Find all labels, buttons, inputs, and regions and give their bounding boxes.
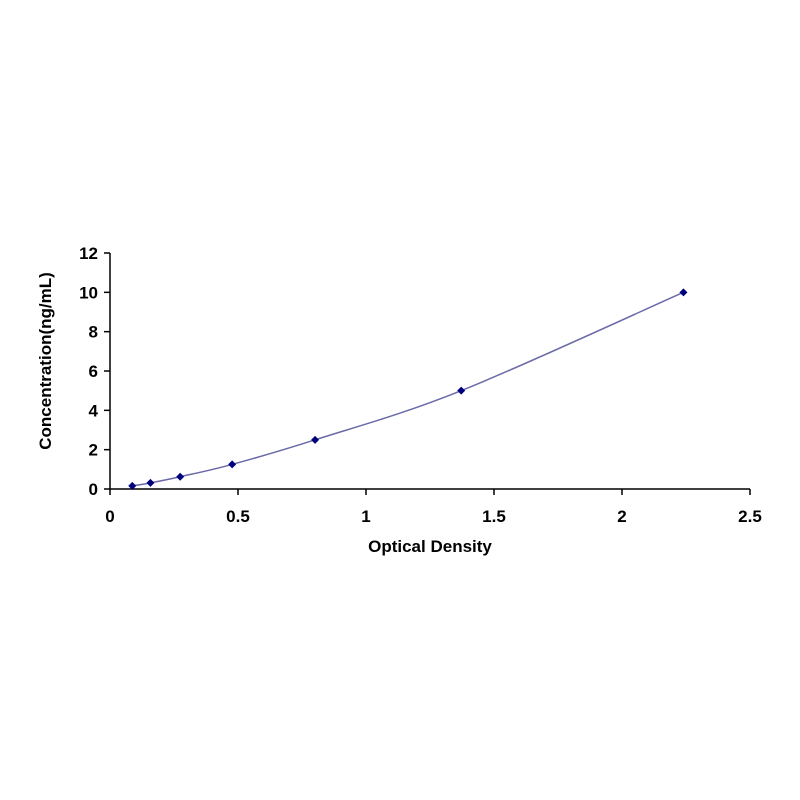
x-ticks: 0 0.5 1 1.5 2 2.5 bbox=[105, 489, 762, 526]
y-tick-label: 6 bbox=[89, 362, 98, 381]
data-point bbox=[146, 478, 155, 487]
data-points bbox=[128, 288, 688, 490]
x-axis-title: Optical Density bbox=[368, 537, 492, 556]
x-tick-label: 1 bbox=[361, 507, 370, 526]
y-tick-label: 8 bbox=[89, 323, 98, 342]
data-point bbox=[457, 386, 466, 395]
y-tick-label: 12 bbox=[79, 244, 98, 263]
x-tick-label: 2.5 bbox=[738, 507, 762, 526]
trendline bbox=[132, 291, 684, 487]
y-tick-label: 4 bbox=[89, 401, 99, 420]
x-tick-label: 0 bbox=[105, 507, 114, 526]
y-tick-label: 10 bbox=[79, 283, 98, 302]
data-point bbox=[311, 435, 320, 444]
data-point bbox=[176, 472, 185, 481]
y-tick-label: 2 bbox=[89, 441, 98, 460]
y-axis-title: Concentration(ng/mL) bbox=[36, 272, 55, 450]
y-ticks: 0 2 4 6 8 10 12 bbox=[79, 244, 110, 499]
x-tick-label: 0.5 bbox=[226, 507, 250, 526]
data-point bbox=[228, 460, 237, 469]
data-point bbox=[128, 481, 137, 490]
axes bbox=[109, 253, 750, 490]
x-tick-label: 2 bbox=[617, 507, 626, 526]
y-tick-label: 0 bbox=[89, 480, 98, 499]
x-tick-label: 1.5 bbox=[482, 507, 506, 526]
data-point bbox=[679, 288, 688, 297]
